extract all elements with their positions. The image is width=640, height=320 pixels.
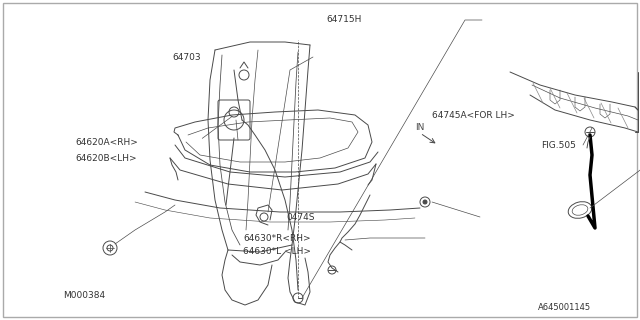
Text: 64715H: 64715H — [326, 15, 362, 24]
FancyBboxPatch shape — [218, 100, 250, 140]
Text: IN: IN — [415, 123, 425, 132]
Text: 64630*R<RH>: 64630*R<RH> — [243, 234, 311, 243]
Text: 0474S: 0474S — [287, 213, 316, 222]
Text: 64703: 64703 — [173, 53, 202, 62]
Text: 64620A<RH>: 64620A<RH> — [76, 138, 138, 147]
Text: A645001145: A645001145 — [538, 303, 591, 312]
Text: FIG.505: FIG.505 — [541, 141, 575, 150]
Text: 64630*L <LH>: 64630*L <LH> — [243, 247, 311, 256]
Text: M000384: M000384 — [63, 292, 105, 300]
Text: 64745A<FOR LH>: 64745A<FOR LH> — [432, 111, 515, 120]
Text: 64620B<LH>: 64620B<LH> — [76, 154, 137, 163]
Circle shape — [423, 200, 427, 204]
